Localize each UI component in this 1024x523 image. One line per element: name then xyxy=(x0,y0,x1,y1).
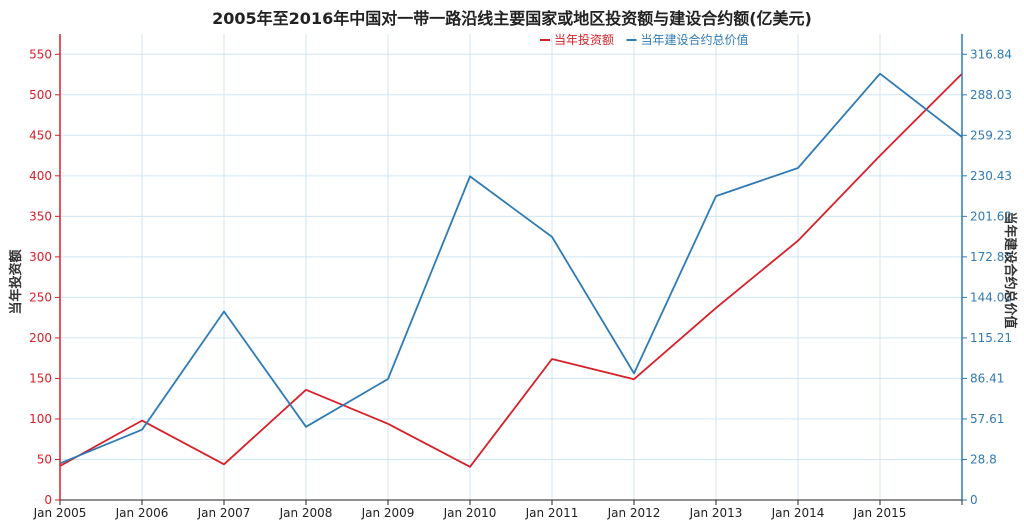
y-left-tick-label: 500 xyxy=(29,88,52,102)
axes: 0 50 100 150 200 250 300 350 400 450 500 550 0 28.8 57… xyxy=(29,34,1012,520)
x-tick-label: Jan 2013 xyxy=(689,506,743,520)
x-tick-label: Jan 2015 xyxy=(853,506,907,520)
y-left-tick-label: 50 xyxy=(37,452,52,466)
y-right-tick-label: 115.21 xyxy=(970,331,1012,345)
y-left-tick-label: 0 xyxy=(44,493,52,507)
y-right-tick-label: 201.62 xyxy=(970,209,1012,223)
y-left-tick-label: 200 xyxy=(29,331,52,345)
chart-title: 2005年至2016年中国对一带一路沿线主要国家或地区投资额与建设合约额(亿美元… xyxy=(212,9,812,28)
y-left-tick-label: 400 xyxy=(29,169,52,183)
y-right-tick-label: 28.8 xyxy=(970,452,997,466)
x-tick-label: Jan 2007 xyxy=(197,506,251,520)
grid xyxy=(59,34,963,501)
x-tick-label: Jan 2005 xyxy=(33,506,87,520)
y-right-tick-label: 288.03 xyxy=(970,88,1012,102)
y-right-tick-label: 259.23 xyxy=(970,128,1012,142)
y-right-axis-title: 当年建设合约总价值 xyxy=(1002,211,1018,328)
y-right-tick-label: 86.41 xyxy=(970,371,1004,385)
legend: 当年投资额 当年建设合约总价值 xyxy=(540,32,749,47)
legend-label-1: 当年投资额 xyxy=(554,32,614,47)
y-left-tick-label: 150 xyxy=(29,371,52,385)
x-tick-label: Jan 2010 xyxy=(443,506,497,520)
x-tick-label: Jan 2006 xyxy=(115,506,169,520)
y-left-tick-label: 450 xyxy=(29,128,52,142)
y-right-tick-label: 172.82 xyxy=(970,250,1012,264)
x-tick-label: Jan 2011 xyxy=(525,506,579,520)
y-left-axis-title: 当年投资额 xyxy=(8,249,24,314)
y-right-tick-label: 230.43 xyxy=(970,169,1012,183)
series-line-2 xyxy=(59,72,963,465)
series-line-1 xyxy=(59,73,963,468)
y-left-tick-label: 550 xyxy=(29,47,52,61)
x-tick-label: Jan 2014 xyxy=(771,506,825,520)
y-right-tick-label: 144.02 xyxy=(970,290,1012,304)
legend-label-2: 当年建设合约总价值 xyxy=(641,32,749,47)
x-tick-label: Jan 2008 xyxy=(279,506,333,520)
x-tick-label: Jan 2009 xyxy=(361,506,415,520)
y-left-tick-label: 300 xyxy=(29,250,52,264)
y-right-tick-label: 316.84 xyxy=(970,47,1012,61)
y-left-tick-label: 100 xyxy=(29,412,52,426)
x-tick-label: Jan 2012 xyxy=(607,506,661,520)
series-layer xyxy=(59,72,963,468)
y-right-tick-label: 57.61 xyxy=(970,412,1004,426)
y-right-tick-label: 0 xyxy=(970,493,978,507)
y-left-tick-label: 350 xyxy=(29,209,52,223)
y-left-tick-label: 250 xyxy=(29,290,52,304)
